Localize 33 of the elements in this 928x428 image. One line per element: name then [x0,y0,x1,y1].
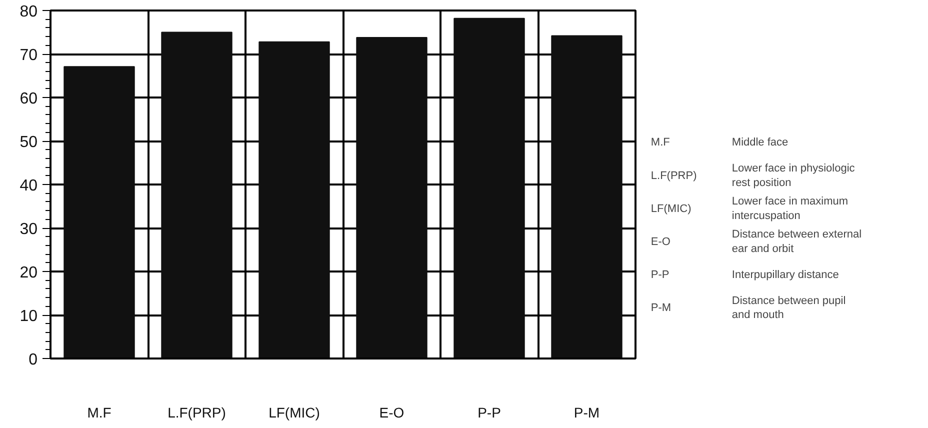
text: P-P [650,268,670,281]
x-tick-label: L.F(PRP) [168,404,226,420]
y-tick-label: 10 [20,308,38,325]
text: Lower face in maximum intercuspation [732,196,848,222]
x-tick-label: P-P [478,404,501,420]
x-tick-label: E-O [379,404,404,420]
text: P-M [650,302,672,314]
y-tick-label: 80 [20,4,38,20]
text: Distance between external ear and orbit [732,228,862,256]
text: LF(MIC) [650,202,692,215]
text: Lower face in physiologic rest position [732,162,856,189]
y-tick-label: 0 [28,352,38,368]
bar [356,36,428,358]
bar [551,35,622,358]
x-tick-label: LF(MIC) [268,404,320,420]
y-tick-label: 30 [20,221,38,238]
text: Distance between pupil and mouth [732,294,846,322]
text: E-O [650,236,671,248]
x-tick-label: M.F [87,404,112,420]
text: Interpupillary distance [732,268,839,281]
bar [64,66,135,358]
y-tick-label: 60 [20,90,38,108]
y-tick-label: 50 [20,134,38,151]
text: L.F(PRP) [650,170,697,182]
bar [454,18,525,358]
bar [161,32,232,358]
y-tick-label: 70 [20,47,38,64]
text: M.F [650,136,670,149]
x-tick-label: P-M [574,404,600,420]
y-tick-label: 20 [20,264,38,282]
y-tick-label: 40 [20,178,38,194]
bar [258,41,330,358]
text: Middle face [732,136,788,149]
